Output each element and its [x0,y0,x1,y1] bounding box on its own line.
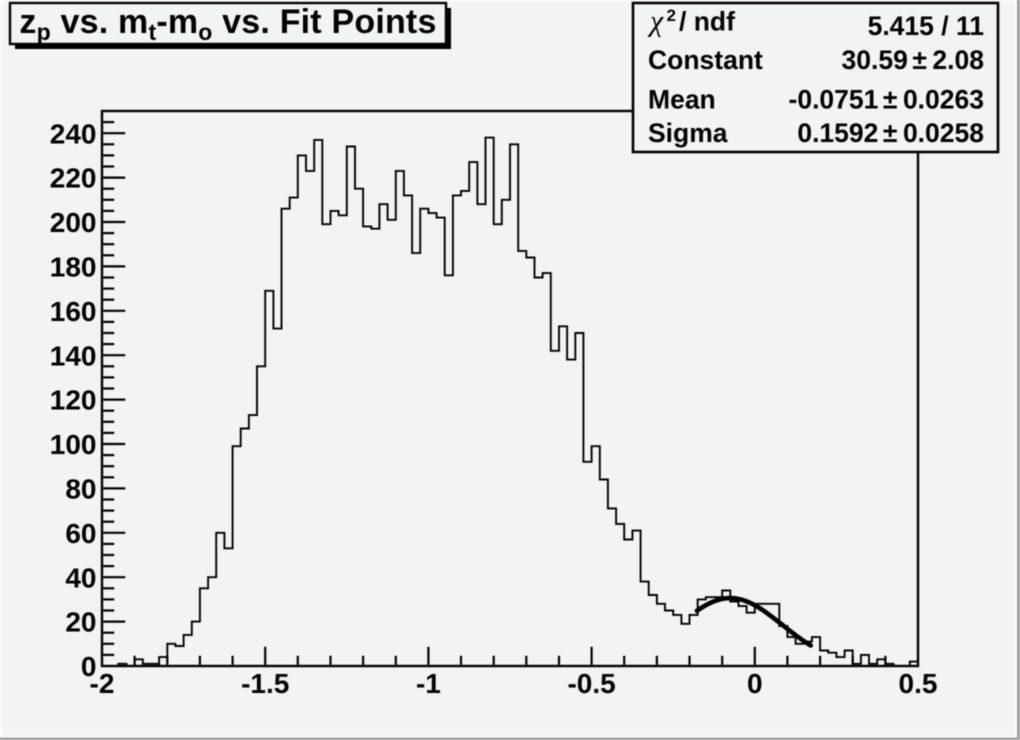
svg-text:Sigma: Sigma [648,118,728,148]
svg-text:160: 160 [50,296,97,327]
svg-text:180: 180 [50,252,97,283]
svg-text:100: 100 [50,429,97,460]
svg-text:0: 0 [81,651,97,682]
svg-text:/ ndf: / ndf [679,7,735,37]
svg-text:-2: -2 [90,668,115,699]
svg-text:60: 60 [65,518,96,549]
svg-text:0.1592±0.0258: 0.1592 ±0.0258 [797,118,984,148]
svg-text:240: 240 [50,118,97,149]
svg-text:5.415 / 11: 5.415 / 11 [868,11,984,41]
svg-text:0: 0 [747,668,763,699]
svg-text:40: 40 [65,562,96,593]
svg-text:140: 140 [50,340,97,371]
svg-text:120: 120 [50,385,97,416]
svg-text:80: 80 [65,474,96,505]
svg-text:-0.0751±0.0263: -0.0751 ±0.0263 [789,85,985,115]
svg-text:2: 2 [667,6,676,25]
svg-text:Constant: Constant [648,45,763,75]
svg-text:0.5: 0.5 [899,668,938,699]
svg-text:-1: -1 [416,668,441,699]
svg-text:-1.5: -1.5 [241,668,289,699]
svg-text:-0.5: -0.5 [567,668,615,699]
svg-text:Mean: Mean [648,85,716,115]
svg-text:220: 220 [50,163,97,194]
svg-text:30.59±2.08: 30.59 ±2.08 [842,45,984,75]
svg-text:zp vs. mt-mo vs. Fit Points: zp vs. mt-mo vs. Fit Points [19,3,436,45]
svg-text:200: 200 [50,207,97,238]
svg-text:χ: χ [647,5,664,38]
svg-text:20: 20 [65,607,96,638]
